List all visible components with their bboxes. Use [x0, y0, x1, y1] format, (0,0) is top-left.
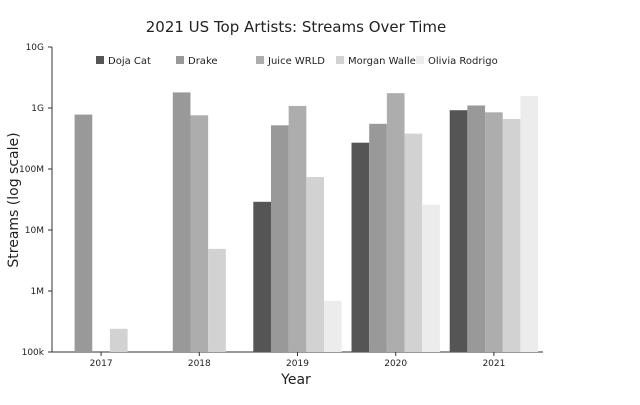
bar-juice-wrld-2018 — [190, 115, 209, 352]
x-tick-label: 2021 — [482, 359, 505, 369]
legend-swatch-morgan-wallen — [336, 56, 344, 64]
x-tick-label: 2017 — [90, 359, 113, 369]
bar-morgan-wallen-2018 — [208, 248, 226, 352]
y-axis: 100k 1M 10M 100M 1G 10G — [19, 43, 53, 358]
legend-label-juice-wrld: Juice WRLD — [267, 56, 325, 67]
y-tick-label: 1M — [31, 287, 45, 297]
bar-juice-wrld-2021 — [485, 112, 503, 352]
bars — [74, 92, 539, 353]
y-tick-label: 100M — [19, 165, 44, 175]
bar-juice-wrld-2019 — [288, 105, 307, 352]
bar-morgan-wallen-2019 — [306, 176, 325, 352]
bar-morgan-wallen-2021 — [502, 119, 521, 353]
legend-label-morgan-wallen: Morgan Wallen — [348, 56, 422, 67]
bar-olivia-rodrigo-2021 — [520, 95, 539, 352]
bar-morgan-wallen-2017 — [109, 328, 128, 352]
bar-morgan-wallen-2020 — [404, 133, 423, 352]
legend-swatch-drake — [176, 56, 184, 64]
x-tick-label: 2020 — [384, 359, 407, 369]
bar-drake-2020 — [369, 123, 387, 352]
legend-label-drake: Drake — [188, 56, 218, 67]
x-axis: 2017 2018 2019 2020 2021 — [52, 351, 543, 369]
legend-label-olivia-rodrigo: Olivia Rodrigo — [428, 56, 498, 67]
bar-olivia-rodrigo-2020 — [422, 204, 440, 352]
legend-swatch-doja-cat — [96, 56, 104, 64]
legend: Doja Cat Drake Juice WRLD Morgan Wallen Oliv… — [96, 56, 498, 67]
legend-label-doja-cat: Doja Cat — [108, 56, 151, 67]
bar-olivia-rodrigo-2019 — [324, 300, 342, 352]
x-axis-title: Year — [280, 372, 311, 388]
chart-title: 2021 US Top Artists: Streams Over Time — [146, 18, 447, 36]
y-tick-label: 100k — [22, 348, 45, 358]
bar-drake-2018 — [172, 92, 191, 352]
bar-drake-2021 — [467, 105, 486, 353]
legend-swatch-olivia-rodrigo — [416, 56, 424, 64]
y-tick-label: 1G — [31, 104, 44, 114]
bar-drake-2019 — [270, 125, 289, 353]
x-tick-label: 2019 — [286, 359, 309, 369]
x-tick-label: 2018 — [188, 359, 211, 369]
y-tick-label: 10M — [25, 226, 44, 236]
bar-juice-wrld-2020 — [386, 93, 405, 352]
legend-swatch-juice-wrld — [256, 56, 264, 64]
y-axis-title: Streams (log scale) — [6, 132, 22, 267]
bar-doja-cat-2019 — [253, 201, 271, 352]
bar-drake-2017 — [74, 114, 93, 352]
bar-doja-cat-2021 — [449, 110, 468, 352]
y-tick-label: 10G — [26, 43, 44, 53]
bar-doja-cat-2020 — [351, 142, 370, 352]
